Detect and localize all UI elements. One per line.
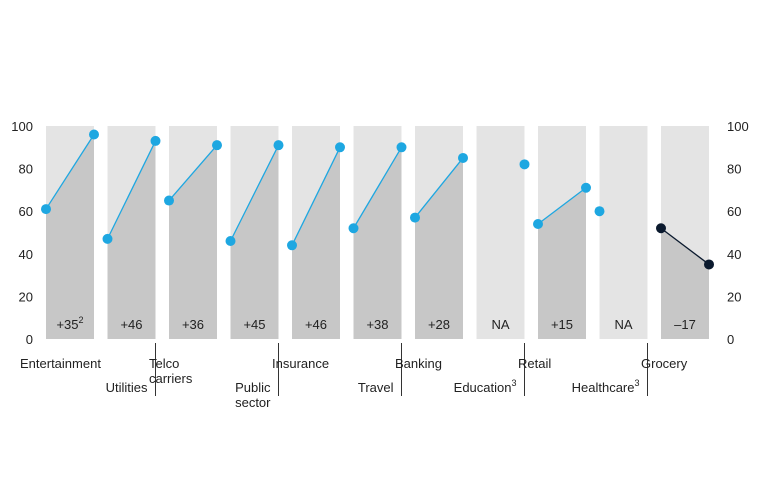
change-label: +352 <box>56 315 83 332</box>
y-tick-label-right: 40 <box>727 247 741 262</box>
end-point <box>396 142 407 153</box>
category-area <box>169 145 217 339</box>
change-line <box>229 144 280 242</box>
start-point <box>41 204 51 215</box>
category-label: Healthcare3 <box>572 378 640 395</box>
start-point <box>594 206 605 217</box>
category-area <box>107 140 156 339</box>
end-point <box>458 152 468 163</box>
category-label: Utilities <box>106 380 148 395</box>
change-line <box>352 146 403 229</box>
end-point <box>704 259 714 270</box>
change-line <box>660 227 710 265</box>
category-bar-bg <box>599 126 648 339</box>
category-label: Education3 <box>454 378 517 395</box>
change-label: NA <box>491 317 509 332</box>
change-label: –17 <box>674 317 696 332</box>
category-label: Entertainment <box>20 356 101 371</box>
bars-layer: +352 +46 +36 +45 +46 +38 +28 NA +15 NA –17 <box>46 126 709 339</box>
y-axis-right: 0 20 40 60 80 100 <box>727 119 749 347</box>
y-tick-label-right: 0 <box>727 332 734 347</box>
start-point <box>287 240 297 251</box>
category-bar-bg <box>476 126 525 339</box>
end-point <box>335 142 345 153</box>
category-area <box>46 134 94 339</box>
category-label: Travel <box>358 380 394 395</box>
category-label: Telco carriers <box>149 356 193 386</box>
start-point <box>225 236 236 247</box>
end-point <box>89 129 99 140</box>
y-tick-label-left: 80 <box>19 162 33 177</box>
change-line <box>45 134 95 210</box>
change-label: +15 <box>551 317 573 332</box>
change-label: +46 <box>305 317 327 332</box>
category-area <box>353 147 402 339</box>
start-point <box>348 223 359 234</box>
start-point <box>102 233 113 244</box>
y-axis-left: 0 20 40 60 80 100 <box>11 119 33 347</box>
change-line <box>168 144 218 201</box>
y-tick-label-right: 60 <box>727 204 741 219</box>
category-area <box>292 147 340 339</box>
end-point <box>150 135 161 146</box>
y-tick-label-right: 80 <box>727 162 741 177</box>
change-label: NA <box>614 317 632 332</box>
category-label: Banking <box>395 356 442 371</box>
change-line <box>537 187 587 225</box>
end-point <box>519 159 530 170</box>
start-point <box>533 218 543 229</box>
change-label: +28 <box>428 317 450 332</box>
y-tick-label-left: 20 <box>19 289 33 304</box>
change-line <box>106 140 157 240</box>
change-line <box>414 157 464 218</box>
y-tick-label-left: 100 <box>11 119 33 134</box>
start-point <box>164 195 174 206</box>
change-label: +46 <box>120 317 142 332</box>
category-area <box>230 145 279 339</box>
category-label: Insurance <box>272 356 329 371</box>
end-point <box>212 140 222 151</box>
category-label: Retail <box>518 356 551 371</box>
category-label: Grocery <box>641 356 688 371</box>
y-tick-label-left: 0 <box>26 332 33 347</box>
start-point <box>410 212 420 223</box>
start-point <box>656 223 666 234</box>
category-label: Public sector <box>235 380 271 410</box>
change-line <box>291 147 341 246</box>
y-tick-label-left: 40 <box>19 247 33 262</box>
series-lines <box>41 129 714 270</box>
end-point <box>581 182 591 193</box>
change-label: +36 <box>182 317 204 332</box>
y-tick-label-right: 20 <box>727 289 741 304</box>
y-tick-label-left: 60 <box>19 204 33 219</box>
change-label: +45 <box>243 317 265 332</box>
change-label: +38 <box>366 317 388 332</box>
end-point <box>273 140 284 151</box>
category-area <box>538 187 586 339</box>
y-tick-label-right: 100 <box>727 119 749 134</box>
